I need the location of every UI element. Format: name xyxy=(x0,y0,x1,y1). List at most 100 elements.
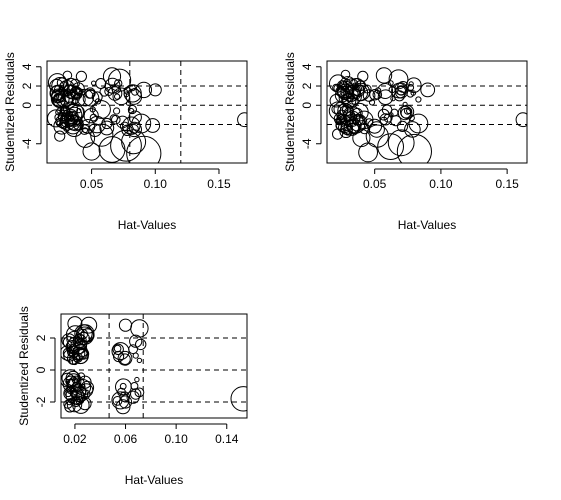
data-point xyxy=(77,372,86,381)
cluster-point xyxy=(65,111,74,120)
y-tick-label: 0 xyxy=(300,102,314,109)
cluster-point xyxy=(99,120,115,136)
data-point xyxy=(406,89,415,98)
data-point xyxy=(85,88,96,99)
cluster-point xyxy=(71,346,86,361)
data-point xyxy=(420,82,436,98)
data-point xyxy=(375,67,393,84)
data-point xyxy=(387,129,415,157)
data-point xyxy=(415,96,422,103)
data-point xyxy=(135,338,147,351)
data-point xyxy=(396,133,432,163)
data-point xyxy=(340,69,351,80)
cluster-point xyxy=(377,89,394,105)
panel-2-reference-lines xyxy=(327,85,527,125)
data-point xyxy=(131,87,139,96)
cluster-point xyxy=(95,78,107,89)
data-point xyxy=(80,119,96,134)
panel-2-y-axis-label: Studentized Residuals xyxy=(283,52,297,171)
data-point xyxy=(94,98,102,105)
data-point xyxy=(390,115,402,127)
panel-2-x-axis-label: Hat-Values xyxy=(398,218,456,232)
data-point xyxy=(102,67,122,86)
data-point xyxy=(335,120,346,131)
data-point xyxy=(129,334,143,348)
cluster-point xyxy=(126,121,143,138)
cluster-point xyxy=(89,106,96,113)
y-tick-label: -2 xyxy=(34,396,48,407)
cluster-point xyxy=(368,121,385,138)
data-point xyxy=(130,382,139,390)
data-point xyxy=(98,136,126,163)
data-point xyxy=(71,358,79,366)
data-point xyxy=(377,133,405,161)
data-point xyxy=(123,86,132,95)
cluster-point xyxy=(116,115,129,129)
panel-2: 0.05 0.10 0.15 -4 0 2 4 Hat-Values Studentized… xyxy=(283,52,528,232)
data-point xyxy=(54,130,66,142)
cluster-point xyxy=(71,92,86,107)
cluster-point xyxy=(66,106,83,123)
panel-3-y-axis-label: Studentized Residuals xyxy=(17,306,31,425)
data-point xyxy=(396,120,409,133)
y-tick-label: 4 xyxy=(300,63,314,70)
cluster-point xyxy=(113,107,121,115)
data-point xyxy=(352,128,371,148)
data-point xyxy=(111,114,121,125)
cluster-point xyxy=(112,87,131,106)
data-point xyxy=(388,69,409,90)
x-tick-label: 0.05 xyxy=(363,177,387,191)
panel-1: 0.05 0.10 0.15 -4 0 2 4 Hat-Values Studentized… xyxy=(3,52,248,232)
data-point xyxy=(82,142,101,161)
data-point xyxy=(121,129,147,155)
data-point xyxy=(515,112,527,128)
cluster-point xyxy=(397,81,409,93)
panel-1-reference-lines xyxy=(47,61,247,163)
cluster-point xyxy=(61,372,75,388)
data-point xyxy=(75,128,96,148)
x-tick-label: 0.06 xyxy=(114,432,138,446)
cluster-point xyxy=(76,88,94,107)
data-point xyxy=(108,68,132,92)
panel-1-y-axis-label: Studentized Residuals xyxy=(3,52,17,171)
cluster-point xyxy=(346,84,362,99)
data-point xyxy=(99,87,110,97)
cluster-point xyxy=(92,100,111,119)
data-point xyxy=(237,112,247,128)
cluster-point xyxy=(333,101,349,117)
data-point xyxy=(128,344,139,355)
cluster-point xyxy=(73,119,82,127)
data-point xyxy=(358,142,379,163)
data-point xyxy=(134,376,140,383)
cluster-point xyxy=(72,82,85,96)
cluster-point xyxy=(362,89,376,102)
cluster-point xyxy=(362,84,372,94)
cluster-point xyxy=(114,79,123,88)
panel-2-marks xyxy=(328,67,527,163)
panel-3: 0.02 0.06 0.10 0.14 -2 0 2 Hat-Values Studenti… xyxy=(17,306,248,487)
data-point xyxy=(402,101,408,107)
panel-1-x-axis-label: Hat-Values xyxy=(118,218,176,232)
data-point xyxy=(128,107,135,115)
panel-3-marks xyxy=(61,316,247,415)
x-tick-label: 0.10 xyxy=(164,432,188,446)
data-point xyxy=(134,387,145,398)
panel-1-plot-frame xyxy=(46,60,248,164)
cluster-point xyxy=(56,77,69,89)
cluster-point xyxy=(369,89,381,101)
cluster-point xyxy=(339,124,353,138)
cluster-point xyxy=(83,108,99,124)
cluster-point xyxy=(63,349,76,362)
cluster-point xyxy=(117,350,133,366)
cluster-point xyxy=(77,346,88,358)
data-point xyxy=(148,83,162,97)
data-point xyxy=(130,319,149,338)
cluster-point xyxy=(336,109,347,121)
data-point xyxy=(80,316,98,334)
x-tick-label: 0.15 xyxy=(207,177,231,191)
data-point xyxy=(135,81,153,99)
cluster-point xyxy=(364,118,374,127)
cluster-point xyxy=(336,117,343,124)
